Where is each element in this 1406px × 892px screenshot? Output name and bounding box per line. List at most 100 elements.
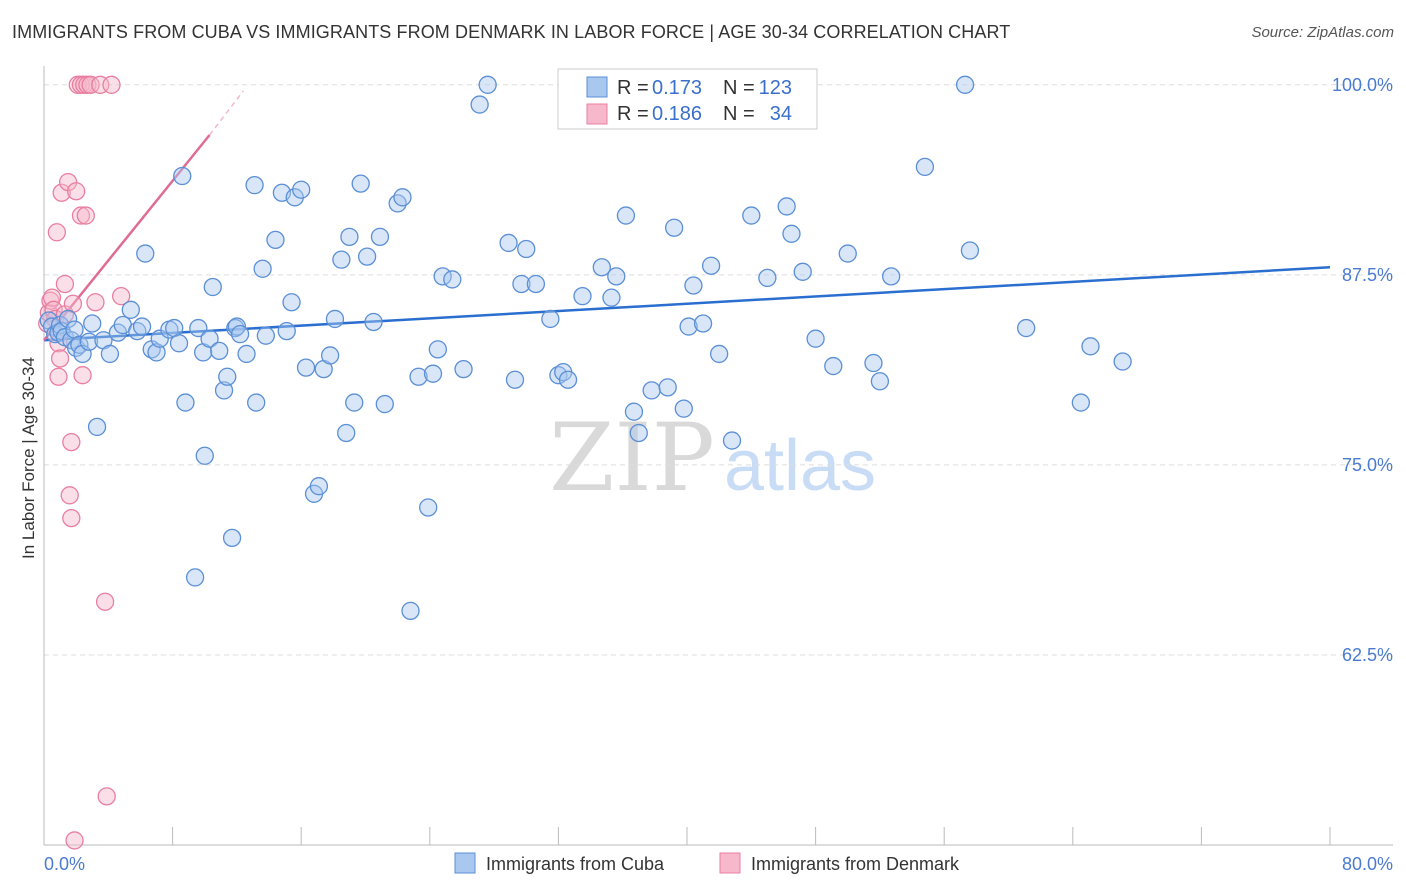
cuba-point — [292, 180, 311, 199]
cuba-point — [693, 314, 713, 333]
denmark-point — [112, 286, 131, 306]
cuba-point — [629, 423, 648, 443]
cuba-point — [592, 258, 611, 277]
denmark-point — [71, 206, 91, 225]
denmark-trend-line — [43, 134, 211, 342]
cuba-point — [549, 366, 568, 385]
cuba-point — [203, 277, 222, 297]
cuba-point — [658, 378, 677, 397]
denmark-point — [97, 787, 116, 806]
cuba-point — [1071, 393, 1090, 412]
legend-denmark-r-label: R = — [617, 103, 649, 125]
cuba-point — [214, 381, 234, 400]
denmark-point — [76, 206, 95, 225]
cuba-point — [470, 95, 489, 114]
denmark-point — [62, 508, 81, 528]
cuba-point — [602, 288, 621, 307]
cuba-point — [616, 206, 636, 225]
denmark-point — [49, 367, 68, 386]
axes — [43, 66, 1393, 846]
denmark-point — [65, 831, 84, 850]
denmark-point — [73, 366, 92, 385]
cuba-point — [428, 340, 447, 359]
cuba-point — [83, 314, 102, 333]
y-tick-label: 87.5% — [1342, 265, 1393, 285]
legend-box: R = 0.173 N = 123 R = 0.186 N = 34 — [557, 68, 818, 130]
cuba-point — [499, 233, 518, 253]
cuba-point — [340, 227, 359, 246]
cuba-point — [345, 393, 364, 412]
cuba-point — [364, 312, 383, 332]
source-credit: Source: ZipAtlas.com — [1251, 24, 1394, 41]
cuba-point — [782, 224, 801, 243]
cuba-point — [375, 394, 394, 414]
y-axis-label: In Labor Force | Age 30-34 — [19, 357, 38, 559]
cuba-point — [195, 446, 214, 465]
cuba-point — [100, 344, 120, 364]
bottom-legend: Immigrants from Cuba Immigrants from Den… — [454, 852, 960, 874]
legend-denmark-n-value: 34 — [770, 103, 792, 125]
cuba-point — [222, 528, 242, 548]
cuba-point — [176, 393, 195, 412]
cuba-point — [296, 358, 316, 377]
cuba-point — [624, 402, 644, 421]
cuba-point — [722, 431, 742, 450]
cuba-point — [357, 247, 377, 266]
denmark-point — [55, 274, 75, 294]
cuba-point — [806, 329, 825, 348]
denmark-point — [50, 349, 70, 368]
cuba-point — [210, 341, 229, 361]
denmark-points — [38, 75, 131, 850]
cuba-point — [65, 320, 84, 339]
cuba-point — [393, 188, 412, 207]
cuba-point — [256, 326, 275, 345]
cuba-point — [332, 250, 351, 269]
cuba-point — [266, 230, 285, 250]
denmark-point — [47, 223, 67, 242]
cuba-point — [388, 194, 407, 213]
cuba-point — [253, 259, 272, 278]
cuba-point — [370, 227, 390, 246]
cuba-point — [132, 317, 152, 336]
chart-title: IMMIGRANTS FROM CUBA VS IMMIGRANTS FROM … — [12, 22, 1011, 42]
cuba-point — [282, 293, 301, 312]
cuba-point — [684, 276, 703, 295]
cuba-point — [517, 239, 536, 259]
cuba-point — [505, 370, 525, 389]
cuba-point — [337, 423, 356, 443]
cuba-point — [419, 498, 438, 517]
cuba-point — [573, 286, 592, 306]
cuba-point — [512, 274, 531, 294]
cuba-point — [478, 75, 497, 94]
cuba-point — [173, 166, 192, 186]
cuba-point — [245, 176, 264, 195]
trend-lines — [43, 90, 1331, 342]
cuba-point — [664, 218, 684, 237]
cuba-points — [39, 75, 1132, 621]
watermark-zip: ZIP — [549, 404, 715, 513]
legend-cuba-n-value: 123 — [759, 77, 792, 99]
bottom-legend-cuba-swatch — [454, 852, 476, 874]
cuba-point — [955, 75, 975, 94]
cuba-point — [185, 568, 205, 587]
cuba-point — [230, 324, 250, 344]
cuba-point — [247, 393, 266, 412]
cuba-point — [237, 344, 256, 364]
denmark-point — [62, 432, 81, 452]
cuba-point — [150, 329, 169, 348]
bottom-legend-cuba-label: Immigrants from Cuba — [486, 854, 665, 874]
denmark-point — [63, 294, 83, 313]
legend-denmark-r-value: 0.186 — [652, 103, 702, 125]
cuba-point — [320, 346, 340, 365]
cuba-point — [87, 417, 107, 437]
cuba-point — [443, 270, 462, 289]
cuba-point — [454, 359, 473, 379]
cuba-point — [838, 244, 857, 263]
denmark-point — [81, 75, 100, 94]
cuba-point — [325, 309, 345, 329]
cuba-point — [710, 344, 729, 364]
cuba-point — [169, 334, 189, 353]
cuba-point — [607, 267, 626, 286]
cuba-point — [189, 318, 208, 338]
cuba-point — [541, 309, 560, 329]
